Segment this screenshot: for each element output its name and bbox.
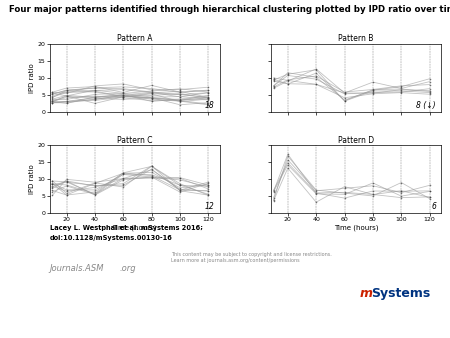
Text: .org: .org <box>119 264 136 273</box>
Text: Four major patterns identified through hierarchical clustering plotted by IPD ra: Four major patterns identified through h… <box>9 5 450 14</box>
Text: Lacey L. Westphal et al. mSystems 2016;: Lacey L. Westphal et al. mSystems 2016; <box>50 225 202 231</box>
Text: m: m <box>360 287 373 300</box>
Text: 8 (↓): 8 (↓) <box>416 100 436 110</box>
Text: doi:10.1128/mSystems.00130-16: doi:10.1128/mSystems.00130-16 <box>50 235 172 241</box>
Y-axis label: IPD ratio: IPD ratio <box>29 164 35 194</box>
Text: 6: 6 <box>431 202 436 211</box>
Title: Pattern D: Pattern D <box>338 136 374 145</box>
Title: Pattern A: Pattern A <box>117 34 153 43</box>
X-axis label: Time (hours): Time (hours) <box>333 225 378 232</box>
Title: Pattern B: Pattern B <box>338 34 373 43</box>
Title: Pattern C: Pattern C <box>117 136 153 145</box>
Text: 12: 12 <box>205 202 215 211</box>
Text: 18: 18 <box>205 100 215 110</box>
Text: Journals.ASM: Journals.ASM <box>50 264 104 273</box>
Text: Systems: Systems <box>371 287 431 300</box>
X-axis label: Time (hours): Time (hours) <box>112 225 157 232</box>
Text: This content may be subject to copyright and license restrictions.
Learn more at: This content may be subject to copyright… <box>171 252 332 263</box>
Y-axis label: IPD ratio: IPD ratio <box>29 63 35 93</box>
